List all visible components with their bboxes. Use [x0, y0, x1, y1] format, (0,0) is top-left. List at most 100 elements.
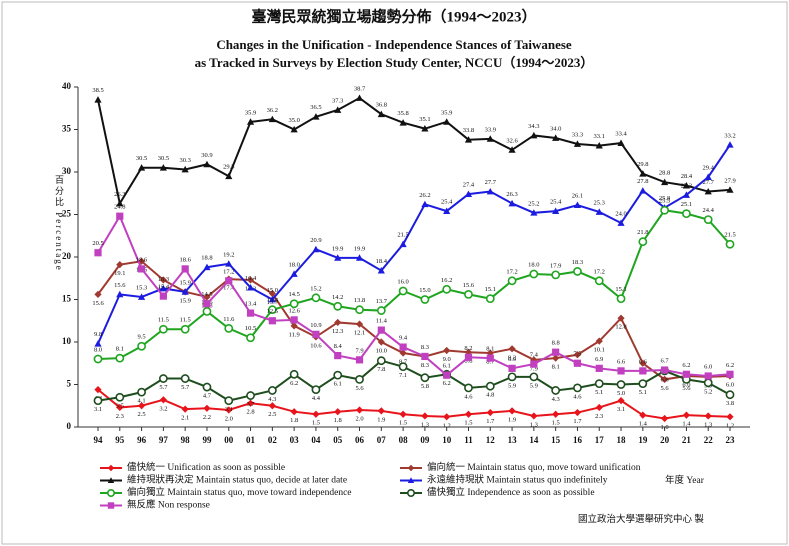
- point: [595, 208, 603, 215]
- point: [552, 348, 560, 356]
- point: [486, 408, 494, 417]
- x-tick-label: 96: [137, 435, 147, 445]
- point: [420, 295, 430, 304]
- value-label: 8.1: [486, 346, 494, 353]
- value-label: 3.5: [116, 403, 124, 410]
- value-label: 14.2: [332, 294, 343, 301]
- value-label: 33.2: [724, 132, 735, 139]
- point: [704, 187, 712, 195]
- value-label: 35.9: [245, 109, 256, 116]
- value-label: 7.9: [355, 347, 363, 354]
- point: [485, 381, 495, 391]
- point: [137, 293, 146, 300]
- value-label: 1.2: [443, 422, 451, 429]
- value-label: 12.6: [288, 307, 300, 314]
- point: [290, 316, 298, 324]
- point: [639, 367, 647, 375]
- point: [137, 387, 146, 397]
- point: [290, 322, 298, 330]
- value-label: 5.7: [159, 384, 168, 391]
- y-tick-label: 25: [62, 209, 72, 219]
- point: [486, 187, 494, 195]
- point: [421, 125, 429, 132]
- value-label: 26.3: [114, 191, 125, 198]
- point: [703, 215, 713, 224]
- value-label: 8.0: [94, 346, 102, 353]
- value-label: 11.6: [223, 316, 235, 323]
- point: [594, 379, 604, 389]
- value-label: 26.2: [419, 192, 430, 199]
- point: [334, 254, 342, 261]
- value-label: 4.3: [552, 396, 560, 403]
- point: [311, 385, 321, 394]
- y-tick-label: 10: [62, 336, 72, 346]
- point: [552, 134, 560, 141]
- value-label: 27.3: [681, 182, 692, 189]
- x-tick-label: 13: [508, 435, 518, 445]
- value-label: 2.2: [203, 414, 211, 421]
- y-tick-label: 30: [62, 166, 72, 176]
- value-label: 25.4: [441, 199, 453, 206]
- point: [421, 352, 429, 361]
- point: [94, 386, 102, 394]
- value-label: 13.8: [267, 297, 278, 304]
- point: [421, 200, 429, 208]
- value-label: 37.3: [332, 97, 343, 104]
- value-label: 6.6: [617, 358, 626, 365]
- point: [355, 320, 364, 328]
- value-label: 8.3: [421, 344, 429, 351]
- value-label: 8.7: [399, 359, 408, 366]
- value-label: 18.3: [572, 259, 583, 266]
- point: [573, 140, 582, 147]
- point: [398, 286, 408, 296]
- series-line: [97, 213, 731, 378]
- point: [530, 412, 538, 420]
- value-label: 33.1: [594, 133, 605, 140]
- point: [268, 289, 276, 298]
- value-label: 19.1: [114, 270, 125, 277]
- point: [268, 402, 276, 410]
- value-label: 9.5: [138, 334, 146, 341]
- y-tick-label: 0: [67, 421, 72, 431]
- y-axis-label: 百分比 Percentage: [54, 175, 64, 272]
- value-label: 9.0: [443, 356, 451, 363]
- value-label: 6.9: [595, 356, 603, 363]
- x-tick-label: 07: [377, 435, 387, 445]
- value-label: 34.0: [550, 125, 561, 132]
- value-label: 8.8: [552, 340, 560, 347]
- value-label: 17.2: [594, 268, 605, 275]
- point: [290, 408, 298, 416]
- value-label: 25.1: [681, 201, 692, 208]
- value-label: 6.2: [290, 380, 298, 387]
- point: [376, 356, 386, 366]
- point: [639, 359, 647, 367]
- point: [507, 276, 517, 286]
- point: [464, 136, 473, 143]
- x-tick-label: 95: [115, 435, 125, 445]
- value-label: 11.5: [158, 317, 169, 324]
- point: [246, 391, 255, 400]
- x-tick-label: 15: [551, 435, 561, 445]
- value-label: 35.0: [288, 117, 299, 124]
- value-label: 4.4: [312, 395, 321, 402]
- value-label: 25.8: [659, 195, 670, 202]
- value-label: 5.7: [181, 384, 190, 391]
- point: [355, 305, 364, 315]
- point: [137, 164, 146, 171]
- value-label: 1.5: [399, 420, 407, 427]
- point: [93, 354, 103, 364]
- point: [376, 306, 386, 315]
- legend-label: 維持現狀再決定 Maintain status quo, decide at l…: [127, 474, 347, 486]
- value-label: 30.9: [201, 152, 212, 159]
- value-label: 29.5: [223, 164, 234, 171]
- legend-label: 儘快統一 Unification as soon as possible: [127, 461, 285, 473]
- point: [595, 142, 603, 149]
- x-tick-label: 00: [224, 435, 234, 445]
- value-label: 15.0: [267, 287, 278, 294]
- value-label: 1.5: [312, 420, 320, 427]
- point: [225, 406, 233, 414]
- value-label: 36.5: [310, 104, 321, 111]
- point: [224, 323, 234, 333]
- x-tick-label: 11: [464, 435, 473, 445]
- point: [617, 367, 625, 375]
